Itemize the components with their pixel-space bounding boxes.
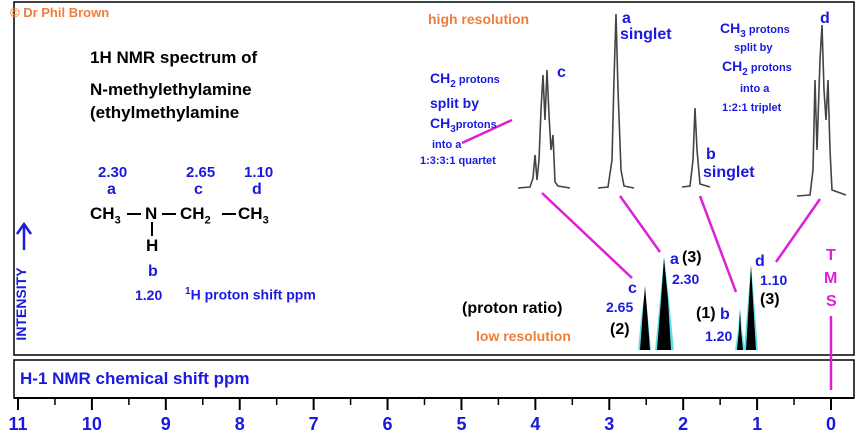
- peak-b-letter: b: [720, 306, 730, 323]
- struct-letter-d: d: [252, 181, 262, 198]
- struct-letter-c: c: [194, 181, 203, 198]
- hr-b-letter: b: [706, 146, 716, 163]
- peak-a-ratio: (3): [682, 249, 702, 266]
- tms-t: T: [826, 247, 836, 264]
- peak-b-ratio: (1): [696, 305, 716, 322]
- x-tick-label: 6: [383, 414, 393, 434]
- struct-shift-b: 1.20: [135, 287, 163, 303]
- peak-d-ratio: (3): [760, 291, 780, 308]
- peak-d-letter: d: [755, 253, 765, 270]
- x-tick-label: 1: [752, 414, 762, 434]
- x-axis-title: H-1 NMR chemical shift ppm: [20, 369, 250, 388]
- x-tick-label: 2: [678, 414, 688, 434]
- x-tick-label: 11: [8, 414, 27, 434]
- hr-a-letter: a: [622, 10, 631, 27]
- hr-c-letter: c: [557, 64, 566, 81]
- formula-n: N: [145, 204, 158, 223]
- peak-c-letter: c: [628, 280, 637, 297]
- hr-d-line4: into a: [740, 83, 770, 95]
- copyright: © Dr Phil Brown: [10, 5, 110, 20]
- hr-triplet-d: [796, 24, 847, 197]
- hr-singlet-b: [681, 107, 711, 188]
- peak-b: [737, 310, 743, 350]
- x-tick-label: 5: [456, 414, 466, 434]
- hr-c-line5: 1:3:3:1 quartet: [420, 155, 496, 167]
- formula-ch3-right: CH3: [238, 204, 269, 227]
- struct-shift-a: 2.30: [98, 164, 128, 181]
- peak-c-shift: 2.65: [606, 299, 634, 315]
- connector-b-hr: [698, 195, 738, 293]
- hr-c-line3: CH3protons: [430, 115, 497, 135]
- title-line-1: 1H NMR spectrum of: [90, 48, 258, 67]
- formula-h: H: [146, 236, 159, 255]
- peak-d-shift: 1.10: [760, 272, 788, 288]
- connector-c-hr: [541, 192, 633, 279]
- struct-shift-d: 1.10: [244, 164, 274, 181]
- hr-d-line3: CH2 protons: [722, 58, 792, 78]
- hr-a-text: singlet: [620, 26, 672, 43]
- hr-c-line2: split by: [430, 95, 480, 111]
- peak-c: [640, 286, 650, 350]
- hr-d-line2: split by: [734, 42, 773, 54]
- low-resolution-label: low resolution: [476, 328, 571, 344]
- connector-c-label: [461, 118, 513, 145]
- x-tick-label: 10: [82, 414, 102, 434]
- formula-ch2: CH2: [180, 204, 211, 227]
- hr-b-text: singlet: [703, 164, 755, 181]
- peak-d: [746, 266, 756, 350]
- peak-b-shift: 1.20: [705, 328, 733, 344]
- proton-shift-label: 1H proton shift ppm: [185, 286, 316, 303]
- struct-shift-c: 2.65: [186, 164, 216, 181]
- x-tick-label: 7: [309, 414, 319, 434]
- hr-singlet-a: [597, 13, 635, 189]
- peak-a-shift: 2.30: [672, 271, 700, 287]
- hr-d-line5: 1:2:1 triplet: [722, 102, 782, 114]
- x-tick-label: 8: [235, 414, 245, 434]
- struct-letter-a: a: [107, 181, 116, 198]
- connector-a-hr: [618, 195, 662, 253]
- proton-ratio-label: (proton ratio): [462, 300, 563, 317]
- peak-a: [657, 258, 671, 350]
- title-line-3: (ethylmethylamine: [90, 103, 240, 122]
- peak-c-ratio: (2): [610, 321, 630, 338]
- hr-c-line4: into a: [432, 139, 462, 151]
- title-line-2: N-methylethylamine: [90, 80, 252, 99]
- peak-a-letter: a: [670, 251, 679, 268]
- x-tick-label: 0: [826, 414, 836, 434]
- intensity-arrow-icon: [15, 221, 33, 250]
- x-tick-label: 4: [530, 414, 540, 434]
- x-tick-label: 3: [604, 414, 614, 434]
- hr-d-letter: d: [820, 10, 830, 27]
- hr-c-line1: CH2 protons: [430, 70, 500, 90]
- formula-ch3-left: CH3: [90, 204, 121, 227]
- tms-s: S: [826, 293, 837, 310]
- high-resolution-label: high resolution: [428, 11, 530, 27]
- connector-d-hr: [774, 198, 822, 263]
- tms-m: M: [824, 270, 838, 287]
- intensity-label: INTENSITY: [13, 267, 29, 341]
- x-tick-label: 9: [161, 414, 171, 434]
- hr-d-line1: CH3 protons: [720, 20, 790, 40]
- struct-letter-b: b: [148, 263, 158, 280]
- hr-quartet-c: [517, 69, 571, 189]
